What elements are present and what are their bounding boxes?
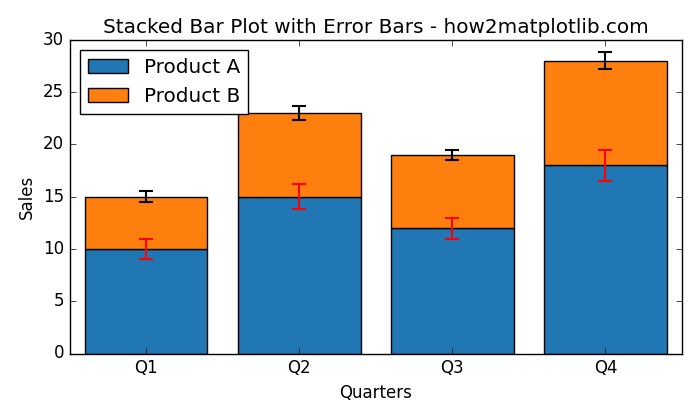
Bar xyxy=(238,113,360,197)
X-axis label: Quarters: Quarters xyxy=(340,384,412,402)
Bar xyxy=(238,197,360,354)
Bar xyxy=(85,197,207,249)
Bar xyxy=(391,155,514,228)
Bar xyxy=(85,249,207,354)
Y-axis label: Sales: Sales xyxy=(18,175,36,219)
Legend: Product A, Product B: Product A, Product B xyxy=(80,50,248,114)
Bar xyxy=(391,228,514,354)
Title: Stacked Bar Plot with Error Bars - how2matplotlib.com: Stacked Bar Plot with Error Bars - how2m… xyxy=(103,18,649,37)
Bar xyxy=(544,61,666,165)
Bar xyxy=(544,165,666,354)
